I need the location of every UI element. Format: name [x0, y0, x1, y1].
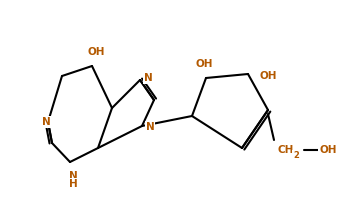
Text: OH: OH [259, 71, 277, 81]
Text: OH: OH [195, 59, 213, 69]
Text: CH: CH [278, 145, 294, 155]
Text: N: N [42, 117, 51, 127]
Text: N: N [69, 171, 77, 181]
Text: N: N [146, 122, 154, 132]
Text: 2: 2 [293, 151, 299, 160]
Text: H: H [69, 179, 77, 189]
Text: OH: OH [87, 47, 105, 57]
Text: OH: OH [319, 145, 337, 155]
Text: N: N [144, 73, 152, 83]
